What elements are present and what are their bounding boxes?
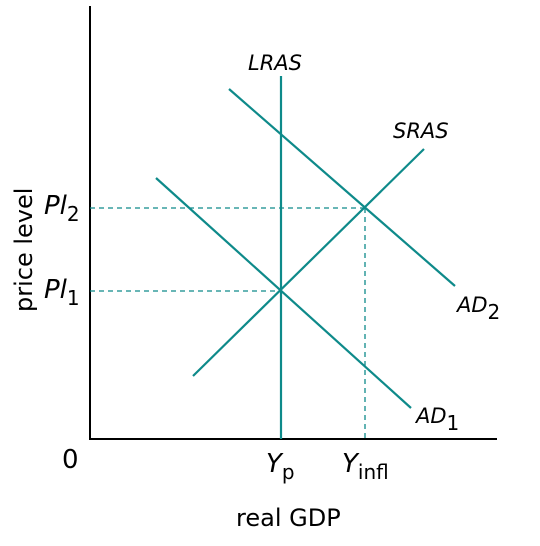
ad1-curve <box>155 177 412 409</box>
yinfl-tick-subscript: infl <box>358 460 389 484</box>
lras-label: LRAS <box>248 51 302 75</box>
y-axis-title: price level <box>10 188 38 312</box>
ad2-label-main: AD <box>455 293 488 317</box>
origin-label: 0 <box>62 445 79 475</box>
ad1-label-main: AD <box>414 404 447 428</box>
pl2-tick-main: Pl <box>44 191 68 221</box>
pl1-tick-label: Pl1 <box>44 275 80 310</box>
ad2-label-subscript: 2 <box>488 300 501 324</box>
yp-tick-subscript: p <box>282 460 295 484</box>
sras-label: SRAS <box>393 119 449 143</box>
pl1-tick-main: Pl <box>44 275 68 305</box>
yp-tick-main: Y <box>266 449 284 479</box>
pl2-tick-subscript: 2 <box>67 202 80 226</box>
yinfl-tick-label: Yinfl <box>342 449 389 484</box>
ad2-curve <box>228 88 456 287</box>
ad1-label: AD1 <box>414 404 459 435</box>
ad2-label: AD2 <box>455 293 500 324</box>
yinfl-tick-main: Y <box>342 449 360 479</box>
sras-curve <box>192 148 425 377</box>
pl1-tick-subscript: 1 <box>67 286 80 310</box>
pl2-tick-label: Pl2 <box>44 191 80 226</box>
yp-tick-label: Yp <box>266 449 295 484</box>
x-axis-title: real GDP <box>236 504 341 532</box>
ad1-label-subscript: 1 <box>447 411 460 435</box>
